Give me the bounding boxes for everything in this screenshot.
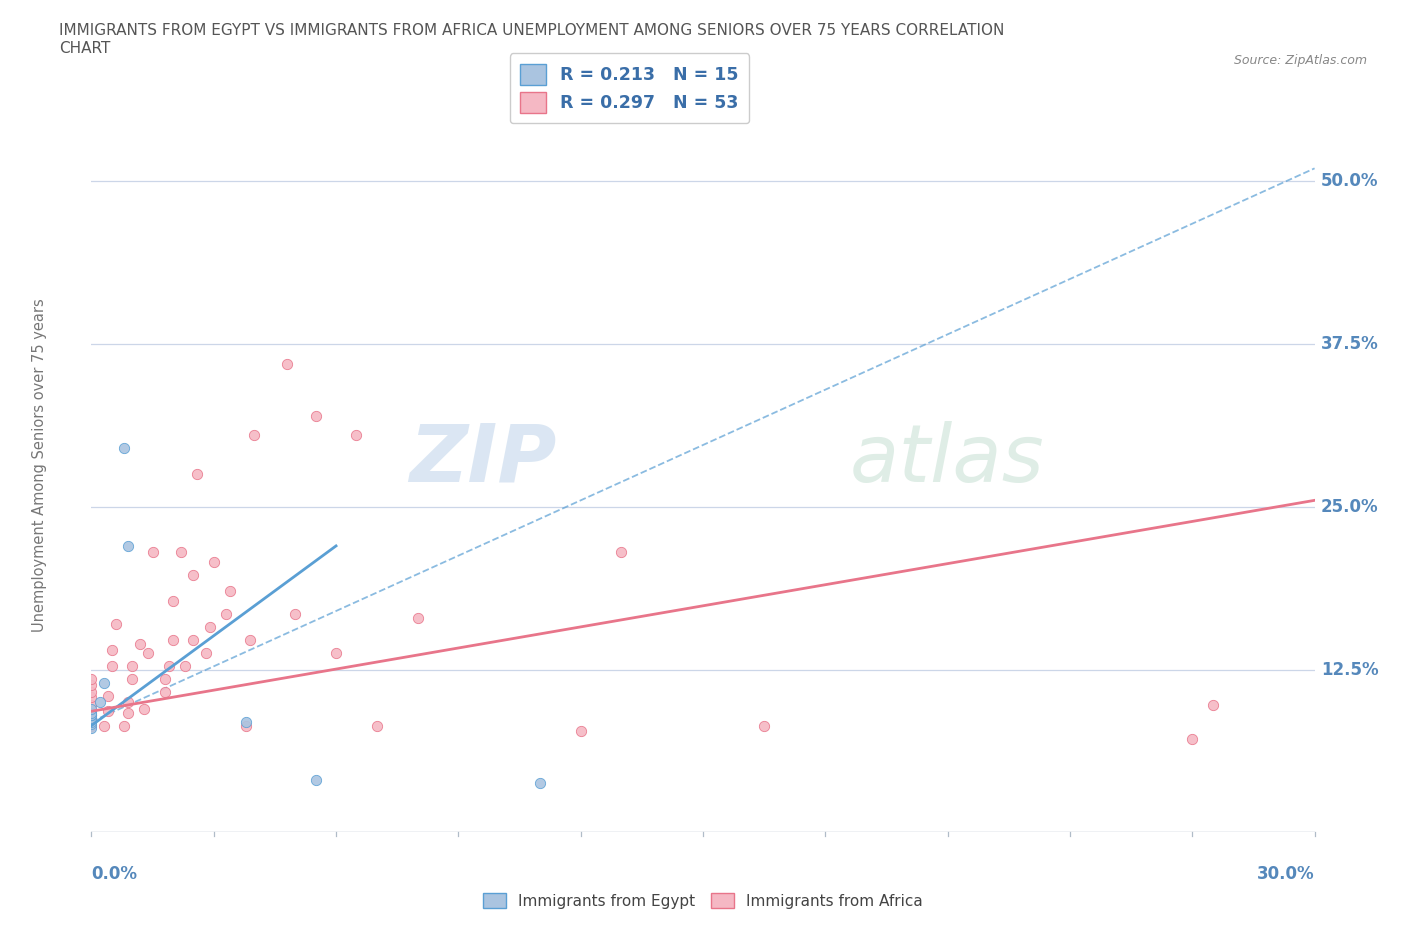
Point — [138, 645, 160, 660]
Point — [235, 714, 257, 729]
Text: Source: ZipAtlas.com: Source: ZipAtlas.com — [1233, 54, 1367, 67]
Point — [1181, 731, 1204, 746]
Point — [117, 538, 139, 553]
Text: 37.5%: 37.5% — [1320, 335, 1378, 353]
Point — [202, 554, 225, 569]
Point — [198, 619, 221, 634]
Point — [104, 617, 127, 631]
Point — [243, 428, 266, 443]
Point — [97, 688, 120, 703]
Point — [93, 718, 115, 733]
Point — [215, 606, 238, 621]
Point — [80, 708, 103, 723]
Point — [304, 408, 326, 423]
Point — [304, 773, 326, 788]
Point — [157, 658, 180, 673]
Point — [80, 711, 103, 725]
Text: 30.0%: 30.0% — [1257, 865, 1315, 883]
Text: 0.0%: 0.0% — [91, 865, 138, 883]
Text: 12.5%: 12.5% — [1320, 660, 1378, 679]
Point — [162, 632, 184, 647]
Point — [80, 684, 103, 699]
Point — [170, 545, 193, 560]
Point — [80, 698, 103, 712]
Point — [80, 704, 103, 719]
Point — [183, 632, 205, 647]
Point — [80, 678, 103, 693]
Point — [80, 718, 103, 733]
Point — [406, 610, 429, 625]
Point — [97, 704, 120, 719]
Text: 25.0%: 25.0% — [1320, 498, 1378, 516]
Point — [153, 684, 176, 699]
Point — [194, 645, 217, 660]
Point — [112, 441, 135, 456]
Point — [121, 671, 143, 686]
Point — [112, 718, 135, 733]
Point — [80, 705, 103, 720]
Point — [89, 695, 111, 710]
Point — [239, 632, 262, 647]
Point — [80, 701, 103, 716]
Point — [80, 689, 103, 704]
Point — [134, 701, 156, 716]
Point — [80, 714, 103, 729]
Point — [1202, 698, 1225, 712]
Point — [117, 695, 139, 710]
Point — [325, 645, 347, 660]
Text: 50.0%: 50.0% — [1320, 172, 1378, 191]
Point — [121, 658, 143, 673]
Point — [754, 718, 776, 733]
Point — [183, 567, 205, 582]
Point — [186, 467, 208, 482]
Point — [80, 671, 103, 686]
Point — [366, 718, 388, 733]
Text: Unemployment Among Seniors over 75 years: Unemployment Among Seniors over 75 years — [32, 299, 46, 631]
Point — [174, 658, 197, 673]
Legend: R = 0.213   N = 15, R = 0.297   N = 53: R = 0.213 N = 15, R = 0.297 N = 53 — [510, 53, 749, 124]
Point — [80, 708, 103, 723]
Point — [80, 721, 103, 736]
Text: IMMIGRANTS FROM EGYPT VS IMMIGRANTS FROM AFRICA UNEMPLOYMENT AMONG SENIORS OVER : IMMIGRANTS FROM EGYPT VS IMMIGRANTS FROM… — [59, 23, 1004, 56]
Text: atlas: atlas — [849, 421, 1045, 499]
Text: ZIP: ZIP — [409, 421, 557, 499]
Point — [101, 643, 124, 658]
Point — [529, 776, 551, 790]
Point — [284, 606, 307, 621]
Legend: Immigrants from Egypt, Immigrants from Africa: Immigrants from Egypt, Immigrants from A… — [477, 886, 929, 915]
Point — [80, 717, 103, 732]
Point — [219, 584, 242, 599]
Point — [235, 718, 257, 733]
Point — [93, 675, 115, 690]
Point — [276, 356, 298, 371]
Point — [162, 593, 184, 608]
Point — [101, 658, 124, 673]
Point — [129, 636, 152, 651]
Point — [141, 545, 163, 560]
Point — [346, 428, 368, 443]
Point — [610, 545, 633, 560]
Point — [117, 705, 139, 720]
Point — [80, 711, 103, 725]
Point — [153, 671, 176, 686]
Point — [569, 724, 592, 738]
